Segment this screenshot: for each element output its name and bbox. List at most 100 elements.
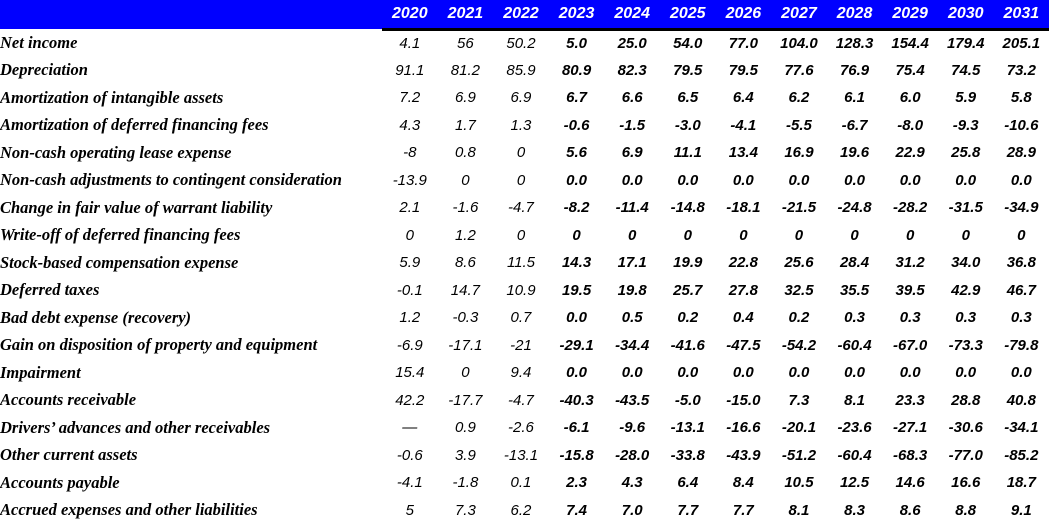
value-cell: -0.1: [396, 281, 423, 299]
value-cell: 35.5: [839, 281, 870, 299]
value-cell: 11.5: [506, 254, 536, 272]
value-cell: 82.3: [617, 61, 647, 79]
table-row: Impairment 15.4 0 9.4 0.0 0.0 0.0 0.0 0.0 0.0 0.0 0…: [0, 359, 1049, 387]
value-cell: 6.2: [510, 501, 532, 519]
value-cell: -0.6: [563, 116, 590, 134]
value-cell: 6.9: [510, 89, 532, 107]
value-cell: 6.2: [788, 89, 810, 107]
value-cell: 0.0: [566, 364, 587, 382]
value-cell: -6.7: [841, 116, 868, 134]
value-cell: 0.8: [454, 144, 476, 162]
value-cell: 0.0: [955, 171, 977, 189]
value-cell: 7.7: [732, 501, 754, 519]
row-label: Impairment: [0, 362, 81, 382]
value-cell: 19.8: [617, 281, 647, 299]
value-cell: 85.9: [506, 61, 536, 79]
value-cell: 0.7: [510, 309, 532, 327]
value-cell: 16.9: [784, 144, 814, 162]
row-label: Deferred taxes: [0, 280, 100, 300]
value-cell: -17.7: [448, 391, 483, 409]
value-cell: -20.1: [781, 419, 817, 437]
row-label: Accounts receivable: [0, 390, 137, 410]
row-label: Accrued expenses and other liabilities: [0, 500, 258, 520]
value-cell: -6.9: [396, 336, 423, 354]
value-cell: 39.5: [895, 281, 925, 299]
value-cell: 32.5: [784, 281, 814, 299]
value-cell: 0: [516, 171, 526, 189]
value-cell: 0: [405, 226, 414, 244]
value-cell: 1.2: [454, 226, 476, 244]
value-cell: 7.3: [788, 391, 810, 409]
value-cell: -33.8: [670, 446, 705, 464]
value-cell: -13.9: [392, 171, 427, 189]
value-cell: -2.6: [508, 419, 534, 437]
value-cell: 91.1: [395, 61, 425, 79]
value-cell: 1.2: [399, 309, 421, 327]
corner-cell: [0, 0, 382, 29]
value-cell: 56: [457, 35, 474, 52]
value-cell: 0.1: [510, 474, 532, 492]
year-header-2020: 2020: [382, 0, 438, 31]
value-cell: 5.6: [566, 144, 587, 162]
value-cell: -23.6: [837, 419, 872, 437]
year-header-2026: 2026: [715, 0, 772, 31]
value-cell: 19.9: [673, 254, 703, 272]
table-row: Non-cash operating lease expense -8 0.8 0 5.…: [0, 139, 1049, 167]
value-cell: -28.0: [615, 446, 650, 464]
row-label: Gain on disposition of property and equi…: [0, 335, 318, 355]
value-cell: 8.1: [788, 501, 810, 519]
value-cell: 0: [905, 226, 915, 244]
value-cell: 0.0: [732, 364, 754, 382]
value-cell: -31.5: [948, 199, 983, 217]
value-cell: -8: [403, 144, 417, 162]
row-label: Stock-based compensation expense: [0, 252, 239, 272]
value-cell: -85.2: [1004, 446, 1039, 464]
value-cell: 8.6: [899, 501, 921, 519]
value-cell: -28.2: [893, 199, 928, 217]
value-cell: -73.3: [948, 336, 983, 354]
value-cell: -24.8: [837, 199, 872, 217]
value-cell: 8.6: [454, 254, 476, 272]
value-cell: 6.1: [844, 89, 865, 107]
value-cell: 19.5: [561, 281, 592, 299]
value-cell: 0: [461, 364, 470, 382]
value-cell: 8.3: [844, 501, 865, 519]
table-row: Change in fair value of warrant liabilit…: [0, 194, 1049, 222]
value-cell: 128.3: [835, 35, 874, 52]
value-cell: -77.0: [948, 446, 983, 464]
row-label: Bad debt expense (recovery): [0, 307, 192, 327]
table-row: Write-off of deferred financing fees 0 1.2…: [0, 222, 1049, 250]
value-cell: 6.7: [566, 89, 587, 107]
year-header-2024: 2024: [604, 0, 660, 31]
value-cell: 18.7: [1006, 474, 1036, 492]
value-cell: -4.7: [508, 391, 534, 409]
row-label: Net income: [0, 32, 78, 52]
value-cell: -34.9: [1004, 199, 1039, 217]
row-label: Amortization of intangible assets: [0, 87, 224, 107]
value-cell: -1.6: [452, 199, 479, 217]
value-cell: 10.9: [506, 281, 536, 299]
value-cell: 19.6: [839, 144, 870, 162]
table-row: Drivers’ advances and other receivables —…: [0, 414, 1049, 442]
row-label: Drivers’ advances and other receivables: [0, 417, 271, 437]
value-cell: 28.8: [951, 391, 981, 409]
value-cell: -18.1: [726, 199, 761, 217]
value-cell: 0: [628, 226, 637, 244]
value-cell: 0.0: [899, 171, 921, 189]
value-cell: 0: [794, 226, 804, 244]
value-cell: 0.0: [732, 171, 754, 189]
value-cell: 16.6: [951, 474, 981, 492]
value-cell: 6.4: [677, 474, 699, 492]
value-cell: -9.6: [619, 419, 646, 437]
value-cell: —: [402, 419, 418, 437]
value-cell: 0: [1017, 226, 1026, 244]
value-cell: 54.0: [673, 35, 703, 52]
value-cell: 3.9: [454, 446, 476, 464]
table-row: Accounts payable -4.1 -1.8 0.1 2.3 4.3 6.4 8.4 1…: [0, 469, 1049, 497]
value-cell: 5.8: [1010, 89, 1032, 107]
table-row: Accrued expenses and other liabilities 5 7…: [0, 497, 1049, 524]
value-cell: 7.4: [566, 501, 587, 519]
year-header-2025: 2025: [659, 0, 716, 31]
value-cell: 0.2: [677, 309, 699, 327]
value-cell: 1.3: [510, 116, 532, 134]
